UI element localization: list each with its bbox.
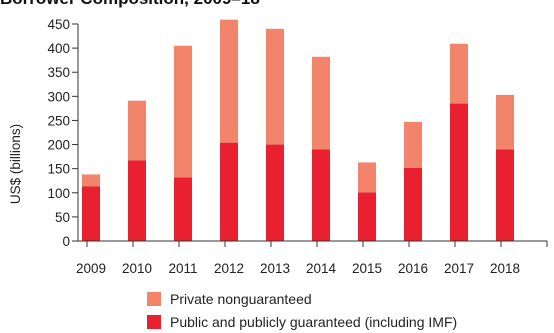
legend-label-private: Private nonguaranteed	[170, 290, 312, 307]
x-tick-label: 2014	[306, 261, 337, 276]
bar-private-2009	[82, 174, 100, 187]
x-tick-label: 2018	[490, 261, 520, 276]
legend-item-public: Public and publicly guaranteed (includin…	[147, 310, 457, 333]
legend-swatch-public	[147, 314, 161, 329]
bar-private-2012	[220, 19, 238, 143]
bar-public-2018	[496, 149, 514, 241]
x-tick-label: 2009	[76, 261, 106, 276]
bar-private-2011	[174, 45, 192, 178]
bar-public-2009	[82, 186, 100, 241]
y-tick-label: 250	[47, 113, 70, 128]
bar-private-2014	[312, 56, 330, 150]
bar-public-2016	[404, 167, 422, 241]
y-tick-label: 150	[47, 162, 70, 177]
x-tick-label: 2012	[214, 261, 244, 276]
bar-private-2013	[266, 28, 284, 145]
y-tick-label: 50	[55, 210, 70, 225]
legend-label-public: Public and publicly guaranteed (includin…	[170, 313, 458, 330]
bar-public-2012	[220, 142, 238, 241]
y-tick-label: 400	[47, 41, 70, 56]
bar-private-2015	[358, 162, 376, 193]
x-tick-label: 2017	[444, 261, 474, 276]
y-tick-label: 450	[47, 17, 70, 32]
bar-private-2017	[450, 43, 468, 104]
y-tick-label: 100	[47, 186, 70, 201]
bar-private-2010	[128, 100, 146, 161]
x-tick-label: 2013	[260, 261, 290, 276]
legend-swatch-private	[147, 291, 161, 306]
bar-public-2013	[266, 144, 284, 241]
y-axis-label: US$ (billions)	[8, 124, 23, 204]
bar-public-2010	[128, 160, 146, 241]
bar-private-2018	[496, 94, 514, 150]
bar-public-2014	[312, 149, 330, 241]
legend-item-private: Private nonguaranteed	[147, 287, 457, 310]
bar-public-2015	[358, 192, 376, 241]
x-tick-label: 2016	[398, 261, 428, 276]
x-tick-label: 2010	[122, 261, 152, 276]
legend: Private nonguaranteed Public and publicl…	[147, 287, 457, 333]
chart-title: Borrower Composition, 2009–18	[0, 0, 260, 9]
x-tick-label: 2011	[168, 261, 197, 276]
bar-public-2011	[174, 177, 192, 241]
x-tick-label: 2015	[352, 261, 382, 276]
bar-public-2017	[450, 103, 468, 241]
y-tick-label: 300	[47, 89, 70, 104]
y-tick-label: 0	[62, 234, 70, 249]
y-tick-label: 200	[47, 138, 70, 153]
y-tick-label: 350	[47, 65, 70, 80]
bar-private-2016	[404, 121, 422, 168]
